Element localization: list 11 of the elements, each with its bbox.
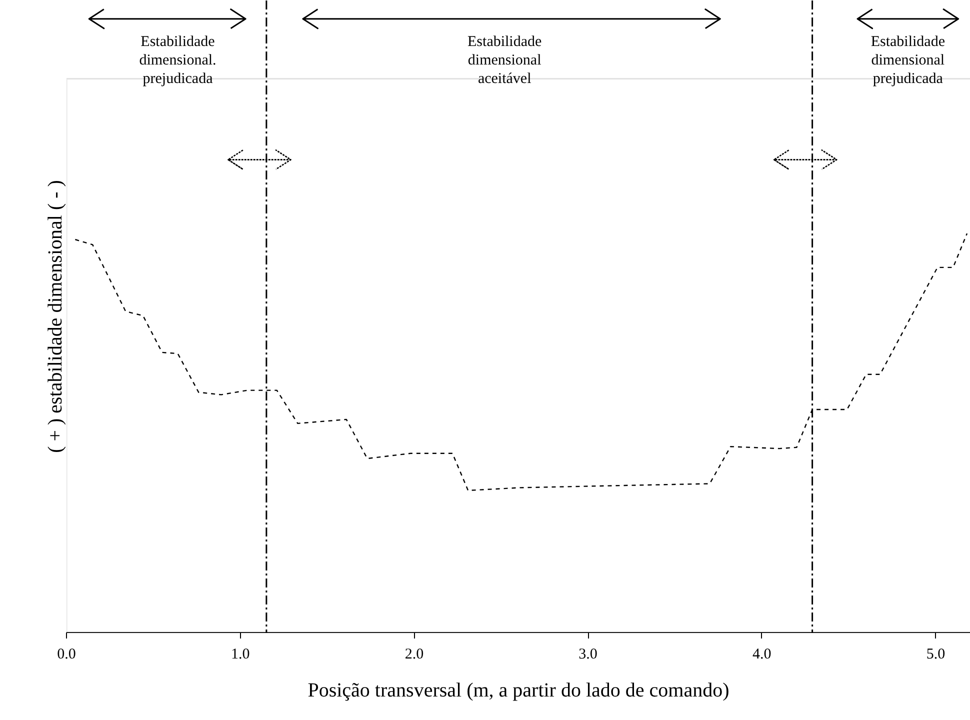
y-axis-title: ( + ) estabilidade dimensional ( - ) bbox=[44, 180, 66, 453]
x-tick-label: 1.0 bbox=[230, 646, 250, 662]
x-tick-label: 2.0 bbox=[404, 646, 424, 662]
text: Estabilidade dimensional aceitável bbox=[468, 34, 542, 87]
x-axis-title: Posição transversal (m, a partir do lado de comando) bbox=[308, 680, 730, 702]
x-tick-label: 3.0 bbox=[578, 646, 598, 662]
x-tick-label: 0.0 bbox=[57, 646, 76, 662]
text: Estabilidade dimensional. prejudicada bbox=[139, 34, 216, 87]
x-tick-label: 4.0 bbox=[752, 646, 772, 662]
x-tick-label: 5.0 bbox=[926, 646, 946, 662]
text: Estabilidade dimensional prejudicada bbox=[870, 34, 946, 87]
